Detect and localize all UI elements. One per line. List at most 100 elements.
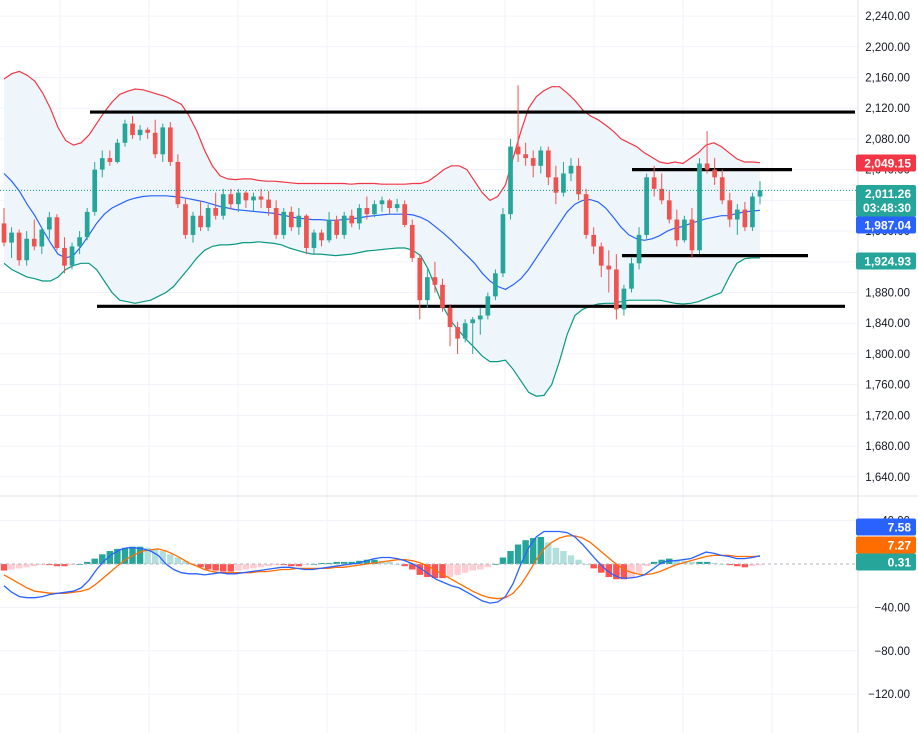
candle-body: [258, 196, 264, 200]
candlesticks: [0, 85, 858, 354]
candle: [508, 138, 513, 220]
candle: [145, 127, 150, 139]
candle-body: [697, 163, 702, 251]
candle-body: [394, 204, 400, 209]
macd-line: [3, 530, 761, 604]
candle: [432, 261, 438, 293]
candle-body: [598, 246, 604, 266]
candle: [266, 191, 271, 216]
macd-histogram-bar: [461, 564, 469, 573]
candle: [1, 208, 7, 247]
candle-body: [349, 215, 355, 224]
price-tick-label: 1,760.00: [865, 380, 910, 392]
candle: [757, 181, 763, 205]
candle-body: [1, 223, 7, 243]
price-tick-label: 1,840.00: [865, 318, 910, 330]
histogram-value-badge-bg: [856, 553, 916, 571]
basis-badge: 1,987.04: [856, 216, 916, 234]
candle: [39, 227, 45, 255]
candle-body: [485, 296, 491, 316]
signal-value-badge-text-0: 7.27: [888, 539, 912, 553]
macd-histogram-bar: [250, 564, 257, 569]
candle: [183, 198, 188, 239]
horizontal-levels: [90, 110, 855, 308]
candle: [77, 231, 82, 255]
candle: [689, 208, 695, 258]
candle-body: [16, 232, 22, 261]
candle: [349, 209, 355, 228]
candle-body: [727, 200, 733, 220]
last-price-badge-bg: [856, 185, 916, 217]
macd-histogram-bar: [242, 564, 250, 570]
candle: [704, 131, 710, 174]
price-tick-label: 2,160.00: [865, 73, 910, 85]
candle-body: [455, 327, 460, 339]
macd-histogram-bar: [582, 564, 590, 565]
candle-body: [175, 161, 181, 205]
macd-histogram-bar: [560, 551, 567, 565]
candle: [455, 321, 460, 354]
candle: [228, 188, 234, 210]
macd-histogram-bar: [658, 559, 665, 565]
candle: [364, 196, 370, 220]
macd-histogram-bar: [711, 562, 718, 565]
candle-body: [462, 323, 468, 339]
candle-body: [719, 177, 725, 201]
candle: [62, 237, 67, 274]
price-tick-label: 1,880.00: [865, 288, 910, 300]
candle-body: [629, 263, 634, 289]
candle: [409, 219, 415, 262]
macd-histogram-bar: [348, 561, 355, 565]
candle-body: [137, 129, 143, 136]
macd-histogram-bar: [446, 564, 454, 578]
macd-histogram-bar: [416, 564, 424, 575]
macd-histogram-bar: [749, 564, 756, 567]
candle: [394, 198, 400, 212]
macd-histogram-bar: [484, 564, 492, 568]
macd-histogram-bar: [83, 561, 91, 565]
candle-body: [99, 158, 105, 170]
price-tick-label: 1,680.00: [865, 441, 910, 453]
macd-histogram-bar: [325, 562, 333, 565]
macd-histogram-bar: [431, 564, 439, 579]
candle-body: [651, 177, 657, 189]
candle-body: [198, 215, 203, 228]
bollinger-lower-line: [3, 241, 760, 397]
macd-histogram-bar: [688, 561, 696, 565]
candle: [236, 188, 241, 212]
candle-body: [183, 204, 188, 235]
bollinger-bands: [3, 70, 761, 397]
candle: [425, 269, 430, 308]
candle-body: [130, 123, 135, 136]
macd-histogram-bar: [507, 551, 514, 565]
candle: [621, 284, 627, 316]
candle: [92, 161, 98, 216]
macd-histogram-bar: [121, 547, 129, 565]
histogram-value-badge-text-0: 0.31: [888, 556, 912, 570]
candle: [477, 307, 483, 335]
macd-histogram-bar: [703, 561, 711, 565]
candle-body: [387, 200, 392, 209]
candle-body: [243, 192, 249, 201]
candle: [288, 206, 294, 232]
macd-histogram-bar: [529, 538, 537, 565]
macd-tick-label: −40.00: [875, 602, 911, 614]
candle: [175, 154, 181, 209]
macd-value-badge-bg: [856, 518, 916, 536]
candle: [115, 138, 120, 164]
candle: [727, 192, 733, 228]
candle: [243, 191, 249, 209]
candle-body: [266, 199, 271, 209]
candle-body: [417, 257, 423, 301]
candle-body: [288, 211, 294, 228]
upper-band-badge-bg: [856, 154, 916, 172]
candle: [296, 208, 302, 235]
candle-body: [69, 246, 75, 266]
candle-body: [167, 127, 173, 162]
macd-histogram-bar: [552, 547, 560, 565]
candle-body: [122, 123, 128, 143]
macd-histogram-bar: [257, 564, 265, 568]
candle: [644, 173, 649, 239]
candle: [122, 119, 128, 147]
